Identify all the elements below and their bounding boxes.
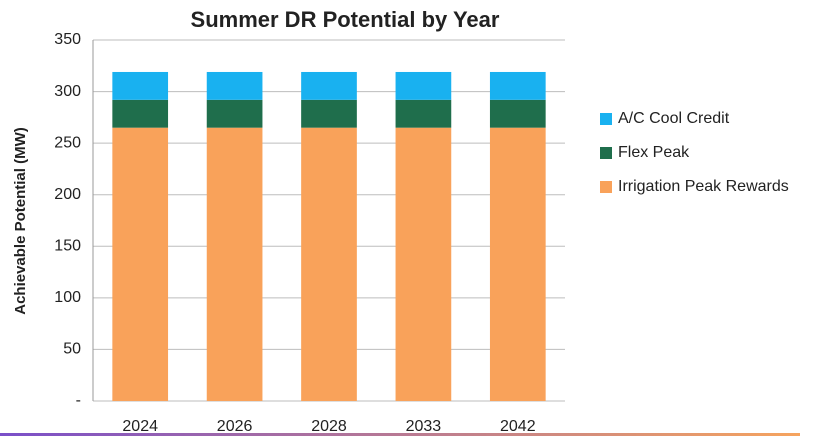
bar-segment bbox=[301, 71, 357, 100]
y-axis-label: Achievable Potential (MW) bbox=[12, 127, 29, 315]
x-tick-label: 2028 bbox=[311, 418, 347, 435]
bar-segment bbox=[112, 99, 169, 128]
x-tick-label: 2024 bbox=[122, 418, 158, 435]
bar-segment bbox=[395, 71, 452, 100]
bar-segment bbox=[301, 127, 357, 402]
legend-label: Flex Peak bbox=[618, 144, 690, 161]
bar-segment bbox=[112, 71, 169, 100]
y-tick-label: 50 bbox=[63, 341, 81, 358]
bar-segment bbox=[489, 71, 546, 100]
y-tick-label: 300 bbox=[54, 83, 81, 100]
y-tick-label: 200 bbox=[54, 186, 81, 203]
bar-segment bbox=[206, 127, 263, 402]
chart-title: Summer DR Potential by Year bbox=[191, 7, 500, 32]
x-tick-label: 2026 bbox=[217, 418, 253, 435]
bar-segment bbox=[489, 99, 546, 128]
x-tick-label: 2042 bbox=[500, 418, 536, 435]
bar-segment bbox=[395, 99, 452, 128]
bar-segment bbox=[206, 99, 263, 128]
footer-line bbox=[0, 433, 800, 436]
legend-swatch bbox=[600, 181, 612, 193]
bar-segment bbox=[112, 127, 169, 402]
legend-label: Irrigation Peak Rewards bbox=[618, 178, 789, 195]
y-tick-label: 250 bbox=[54, 134, 81, 151]
legend-swatch bbox=[600, 113, 612, 125]
bar-segment bbox=[301, 99, 357, 128]
x-tick-label: 2033 bbox=[406, 418, 442, 435]
legend-swatch bbox=[600, 147, 612, 159]
bar-segment bbox=[395, 127, 452, 402]
y-tick-label: 350 bbox=[54, 31, 81, 48]
y-tick-label: - bbox=[76, 392, 81, 409]
y-tick-label: 150 bbox=[54, 238, 81, 255]
bar-segment bbox=[206, 71, 263, 100]
bar-segment bbox=[489, 127, 546, 402]
y-tick-label: 100 bbox=[54, 289, 81, 306]
legend-label: A/C Cool Credit bbox=[618, 110, 730, 127]
